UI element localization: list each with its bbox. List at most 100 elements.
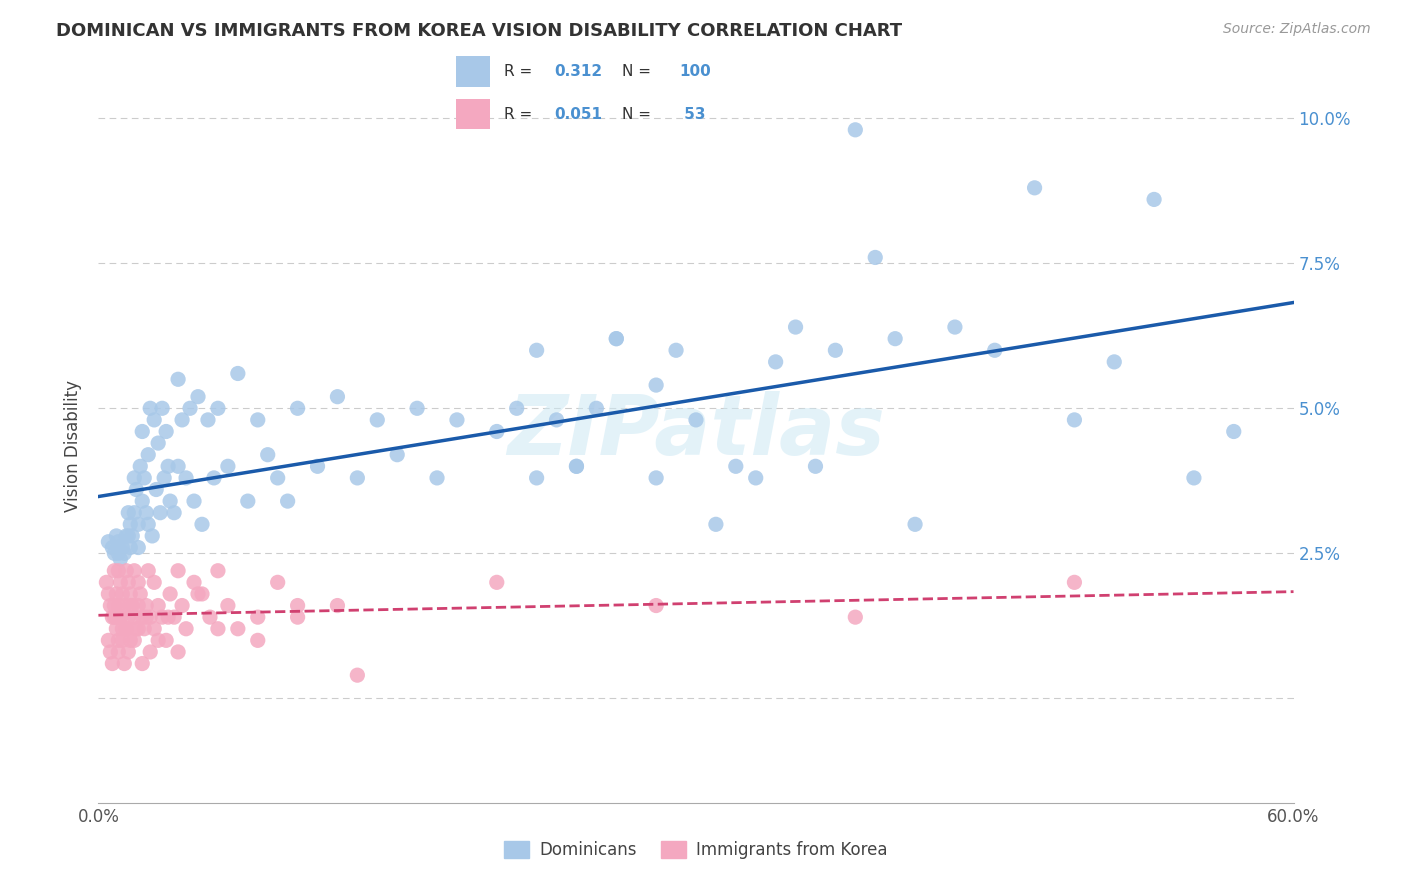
- Point: [155, 425, 177, 439]
- Point: [136, 448, 159, 462]
- Point: [127, 517, 149, 532]
- Point: [157, 459, 180, 474]
- Point: [107, 534, 129, 549]
- Point: [110, 610, 132, 624]
- Point: [984, 343, 1007, 358]
- Point: [124, 564, 146, 578]
- Text: 0.051: 0.051: [554, 107, 602, 121]
- Point: [120, 517, 142, 532]
- Point: [148, 633, 170, 648]
- Point: [207, 564, 229, 578]
- Point: [246, 633, 269, 648]
- Point: [150, 610, 173, 624]
- Point: [124, 506, 146, 520]
- Point: [125, 622, 148, 636]
- Point: [143, 413, 166, 427]
- Point: [148, 436, 170, 450]
- Point: [139, 610, 162, 624]
- Point: [115, 622, 138, 636]
- Point: [117, 575, 139, 590]
- Point: [605, 332, 627, 346]
- Text: DOMINICAN VS IMMIGRANTS FROM KOREA VISION DISABILITY CORRELATION CHART: DOMINICAN VS IMMIGRANTS FROM KOREA VISIO…: [56, 22, 903, 40]
- Text: N =: N =: [621, 107, 655, 121]
- Point: [346, 471, 368, 485]
- Point: [127, 599, 149, 613]
- Point: [256, 448, 278, 462]
- Point: [865, 251, 887, 265]
- Point: [226, 367, 249, 381]
- Point: [217, 599, 239, 613]
- Point: [526, 471, 548, 485]
- Point: [172, 599, 194, 613]
- Point: [307, 459, 329, 474]
- Point: [103, 599, 125, 613]
- Point: [120, 633, 142, 648]
- Point: [187, 587, 209, 601]
- Point: [127, 575, 149, 590]
- Point: [277, 494, 299, 508]
- Point: [127, 622, 149, 636]
- Point: [326, 599, 349, 613]
- Point: [844, 610, 866, 624]
- Point: [121, 529, 143, 543]
- Point: [107, 633, 129, 648]
- Point: [117, 506, 139, 520]
- Point: [745, 471, 768, 485]
- Point: [111, 633, 134, 648]
- Point: [112, 599, 135, 613]
- Point: [136, 517, 159, 532]
- Point: [236, 494, 259, 508]
- Legend: Dominicans, Immigrants from Korea: Dominicans, Immigrants from Korea: [498, 834, 894, 866]
- Point: [704, 517, 727, 532]
- Point: [485, 425, 508, 439]
- Point: [150, 401, 173, 416]
- Point: [96, 575, 118, 590]
- Point: [103, 546, 125, 560]
- Point: [246, 413, 269, 427]
- Point: [101, 657, 124, 671]
- Point: [159, 587, 181, 601]
- Point: [546, 413, 568, 427]
- Point: [1063, 413, 1085, 427]
- Point: [565, 459, 588, 474]
- Point: [120, 587, 142, 601]
- Point: [107, 564, 129, 578]
- Point: [135, 506, 157, 520]
- Point: [198, 610, 221, 624]
- Point: [143, 622, 166, 636]
- Point: [1143, 193, 1166, 207]
- Point: [685, 413, 707, 427]
- Point: [824, 343, 846, 358]
- Text: ZIPatlas: ZIPatlas: [508, 392, 884, 472]
- Point: [1024, 181, 1046, 195]
- Point: [202, 471, 225, 485]
- Point: [1182, 471, 1205, 485]
- Point: [145, 483, 167, 497]
- Point: [136, 564, 159, 578]
- Point: [179, 401, 201, 416]
- Point: [105, 587, 128, 601]
- Point: [267, 471, 290, 485]
- Point: [117, 610, 139, 624]
- Point: [366, 413, 388, 427]
- Point: [406, 401, 429, 416]
- Point: [129, 587, 152, 601]
- Point: [103, 610, 125, 624]
- Point: [103, 564, 125, 578]
- Point: [111, 541, 134, 555]
- Point: [174, 622, 197, 636]
- Point: [446, 413, 468, 427]
- Point: [167, 372, 190, 386]
- Point: [125, 483, 148, 497]
- Point: [105, 610, 128, 624]
- Point: [139, 645, 162, 659]
- Point: [101, 541, 124, 555]
- Point: [111, 622, 134, 636]
- Point: [120, 541, 142, 555]
- Point: [506, 401, 529, 416]
- Point: [645, 471, 668, 485]
- Point: [97, 587, 120, 601]
- Point: [844, 123, 866, 137]
- Point: [98, 645, 122, 659]
- Point: [207, 401, 229, 416]
